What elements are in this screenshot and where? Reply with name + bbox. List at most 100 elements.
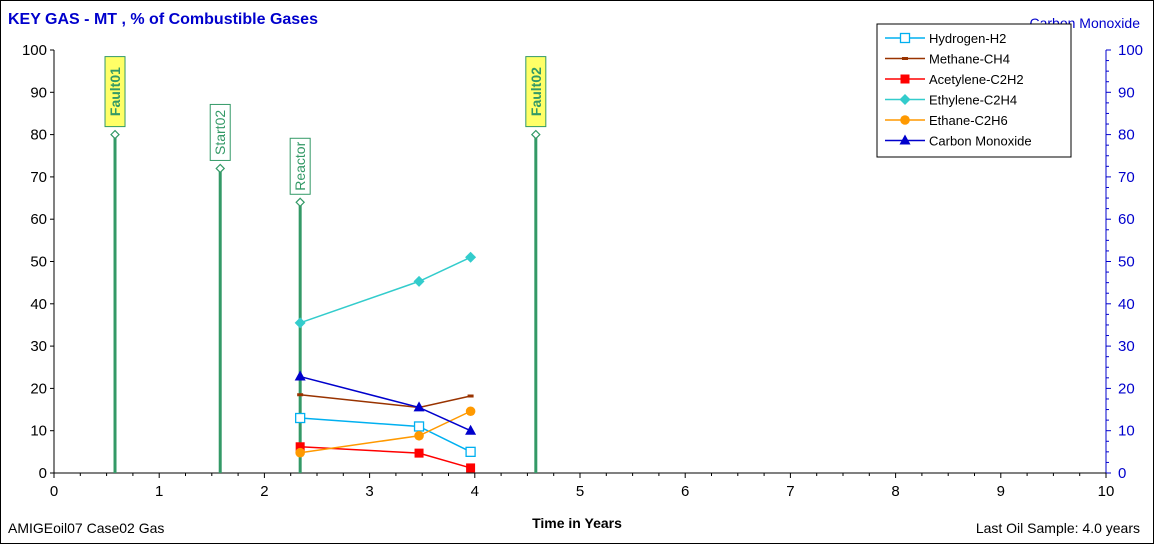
legend-label: Ethylene-C2H4 bbox=[929, 93, 1017, 108]
legend-item: Ethylene-C2H4 bbox=[885, 93, 1017, 108]
data-point bbox=[295, 412, 306, 424]
data-point bbox=[465, 406, 476, 417]
y-tick-label-right: 90 bbox=[1118, 84, 1135, 101]
data-point bbox=[899, 134, 911, 145]
x-axis-label: Time in Years bbox=[532, 515, 622, 531]
x-tick-label: 6 bbox=[681, 483, 689, 500]
data-point bbox=[467, 394, 474, 398]
legend-item: Ethane-C2H6 bbox=[885, 113, 1008, 128]
data-point bbox=[414, 448, 424, 458]
data-point bbox=[900, 115, 910, 125]
event-label: Fault01 bbox=[107, 67, 123, 116]
y-tick-label-right: 20 bbox=[1118, 380, 1135, 397]
footer-right: Last Oil Sample: 4.0 years bbox=[975, 520, 1140, 536]
event-marker bbox=[530, 129, 541, 140]
series-line bbox=[300, 393, 471, 409]
y-tick-label-left: 0 bbox=[39, 465, 47, 482]
series-ethylene-c2h4 bbox=[294, 251, 477, 329]
y-tick-label-right: 30 bbox=[1118, 338, 1135, 355]
y-tick-label-right: 100 bbox=[1118, 42, 1143, 59]
series-acetylene-c2h2 bbox=[295, 442, 476, 473]
legend-item: Carbon Monoxide bbox=[885, 134, 1032, 149]
data-point bbox=[297, 393, 304, 397]
event-label-box bbox=[104, 56, 126, 128]
y-tick-label-left: 100 bbox=[22, 42, 47, 59]
event-label-box bbox=[525, 56, 547, 128]
footer-left: AMIGEoil07 Case02 Gas bbox=[8, 520, 165, 536]
series-hydrogen-h2 bbox=[295, 412, 476, 458]
data-point bbox=[413, 421, 425, 432]
data-point bbox=[414, 430, 424, 441]
series-line bbox=[300, 446, 471, 469]
x-tick-label: 10 bbox=[1098, 483, 1115, 500]
x-tick-label: 4 bbox=[471, 483, 479, 500]
legend-label: Hydrogen-H2 bbox=[929, 31, 1006, 46]
series-line bbox=[299, 256, 471, 324]
event-label-box bbox=[289, 137, 311, 195]
data-point bbox=[902, 57, 908, 60]
legend-label: Ethane-C2H6 bbox=[929, 113, 1008, 128]
legend-label: Carbon Monoxide bbox=[929, 134, 1032, 149]
y-tick-label-left: 60 bbox=[30, 211, 47, 228]
legend-label: Methane-CH4 bbox=[929, 52, 1010, 67]
x-tick-label: 7 bbox=[786, 483, 794, 500]
y-tick-label-left: 10 bbox=[30, 423, 47, 440]
data-point bbox=[294, 317, 306, 329]
event-label-box bbox=[209, 103, 231, 161]
x-tick-label: 9 bbox=[997, 483, 1005, 500]
x-tick-label: 1 bbox=[155, 483, 163, 500]
x-tick-label: 2 bbox=[260, 483, 268, 500]
series-methane-ch4 bbox=[297, 393, 474, 409]
event-label: Fault02 bbox=[528, 67, 544, 116]
legend: Hydrogen-H2 Methane-CH4 Acetylene-C2H2 Ethy… bbox=[876, 23, 1072, 158]
legend-item: Acetylene-C2H2 bbox=[885, 72, 1024, 87]
data-point bbox=[466, 463, 476, 473]
data-point bbox=[413, 401, 425, 412]
chart-title: KEY GAS - MT , % of Combustible Gases bbox=[8, 11, 318, 28]
y-tick-label-left: 40 bbox=[30, 296, 47, 313]
event-marker bbox=[295, 197, 306, 208]
series-carbon-monoxide bbox=[294, 370, 477, 435]
y-tick-label-right: 0 bbox=[1118, 465, 1126, 482]
legend-label: Acetylene-C2H2 bbox=[929, 72, 1024, 87]
y-tick-label-right: 70 bbox=[1118, 169, 1135, 186]
data-point bbox=[295, 442, 305, 452]
event-label: Reactor bbox=[292, 141, 308, 190]
y-tick-label-left: 30 bbox=[30, 338, 47, 355]
event-marker bbox=[215, 163, 226, 174]
y-tick-label-left: 20 bbox=[30, 380, 47, 397]
y-tick-label-right: 40 bbox=[1118, 296, 1135, 313]
x-tick-label: 8 bbox=[891, 483, 899, 500]
y-tick-label-left: 90 bbox=[30, 84, 47, 101]
x-tick-label: 5 bbox=[576, 483, 584, 500]
x-tick-label: 0 bbox=[50, 483, 58, 500]
legend-item: Methane-CH4 bbox=[885, 52, 1010, 67]
y-tick-label-right: 50 bbox=[1118, 254, 1135, 271]
series-ethane-c2h6 bbox=[295, 406, 476, 458]
data-point bbox=[294, 370, 306, 381]
x-tick-label: 3 bbox=[365, 483, 373, 500]
y-tick-label-right: 10 bbox=[1118, 423, 1135, 440]
event-marker bbox=[110, 129, 120, 140]
series-line bbox=[300, 410, 471, 454]
data-point bbox=[295, 447, 305, 458]
event-markers: Fault01 Start02 Reactor Fault02 bbox=[104, 56, 547, 473]
legend-item: Hydrogen-H2 bbox=[885, 31, 1006, 46]
data-point bbox=[899, 94, 911, 105]
y-tick-label-left: 50 bbox=[30, 254, 47, 271]
data-point bbox=[899, 32, 911, 44]
data-point bbox=[900, 74, 910, 84]
y-tick-label-right: 80 bbox=[1118, 127, 1135, 144]
data-series bbox=[294, 251, 477, 473]
data-point bbox=[413, 275, 425, 287]
y-tick-label-left: 70 bbox=[30, 169, 47, 186]
data-point bbox=[465, 251, 477, 263]
data-point bbox=[465, 424, 477, 435]
legend-box bbox=[876, 23, 1072, 158]
y-tick-label-right: 60 bbox=[1118, 211, 1135, 228]
data-point bbox=[465, 446, 476, 458]
event-label: Start02 bbox=[212, 110, 228, 155]
y-tick-label-left: 80 bbox=[30, 127, 47, 144]
